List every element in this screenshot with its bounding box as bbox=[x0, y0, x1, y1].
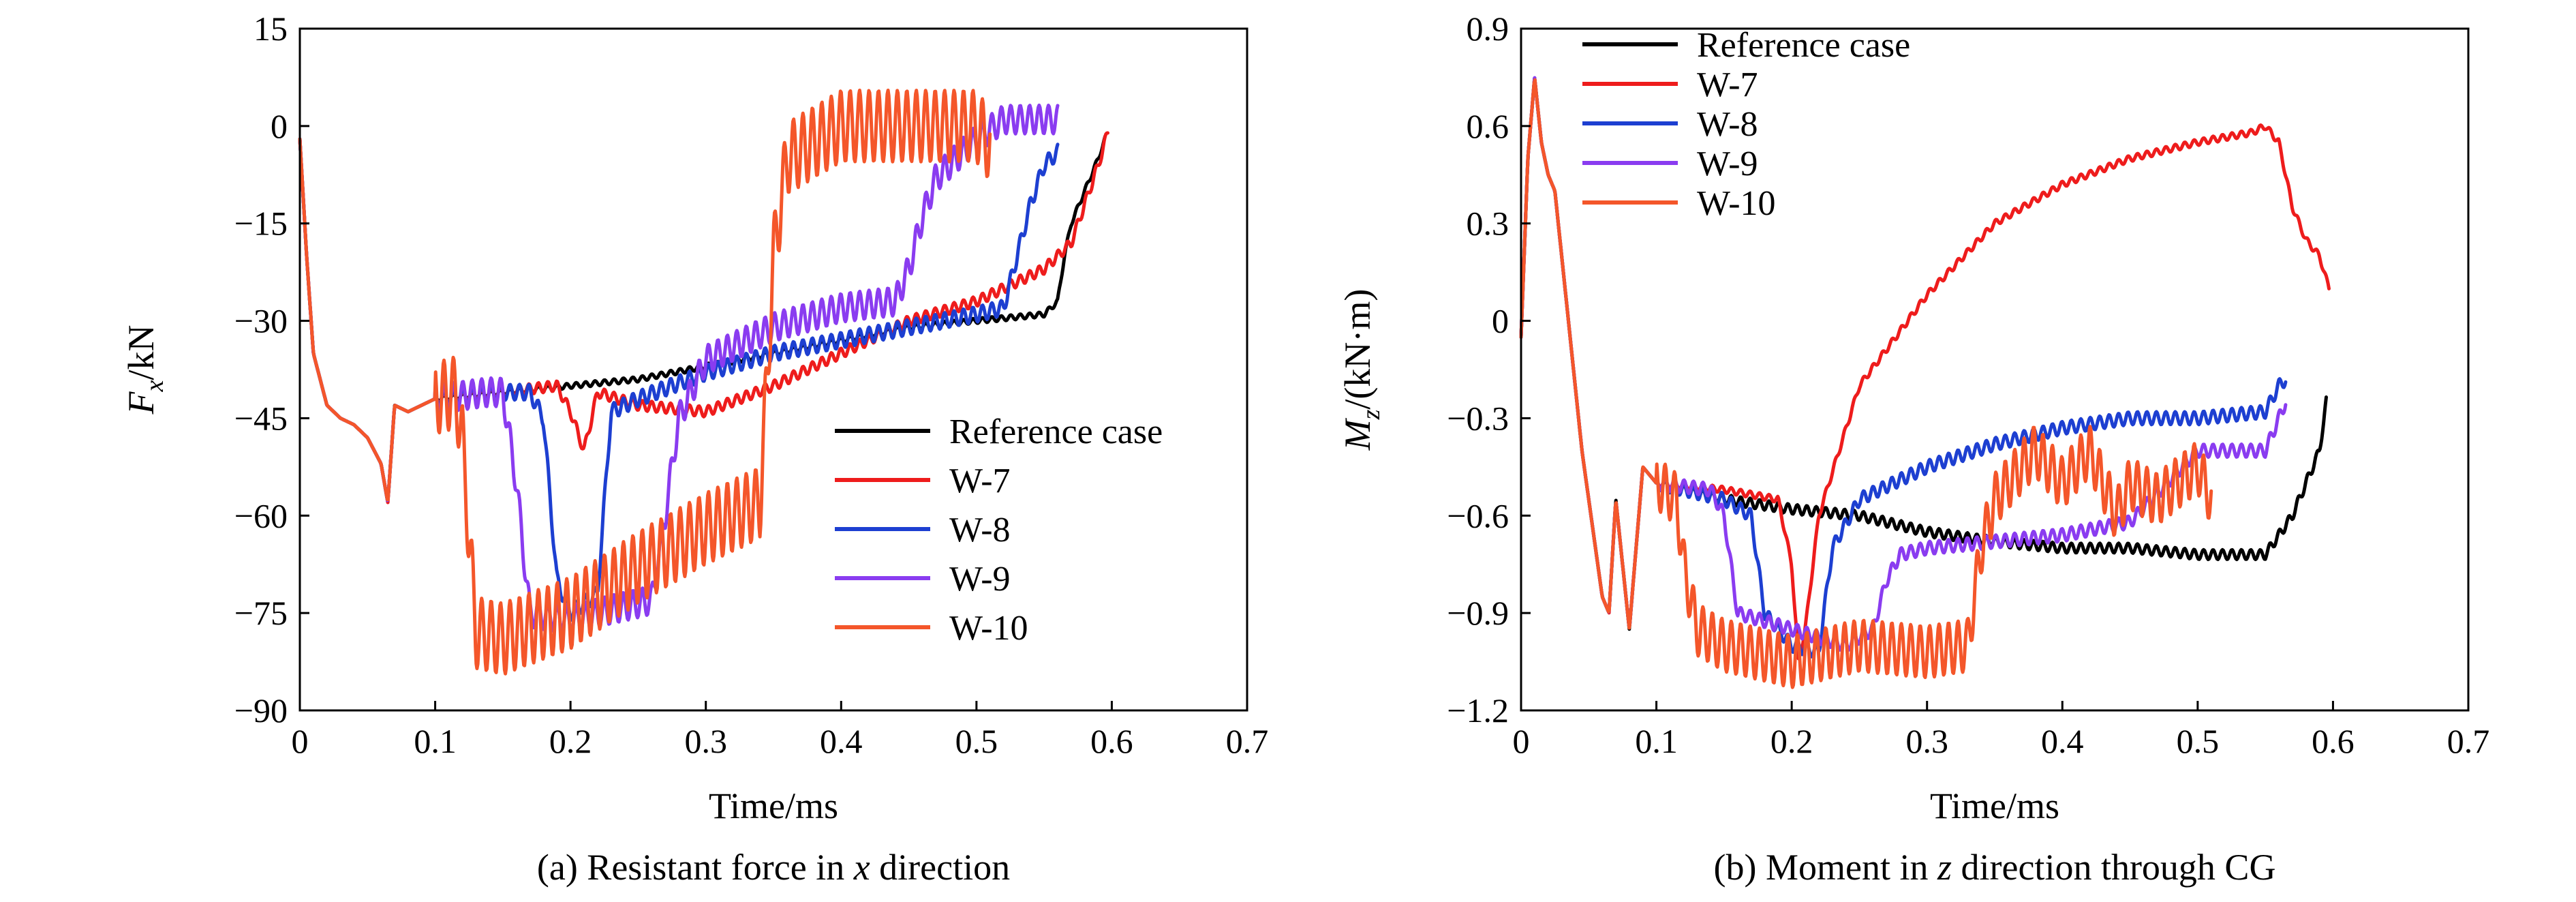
caption-a: (a) Resistant force in x direction bbox=[537, 847, 1010, 888]
caption-a-prefix: (a) Resistant force in bbox=[537, 847, 854, 888]
y-axis-label-unit: /(kN·m) bbox=[1337, 289, 1378, 410]
y-axis-label: Mz/(kN·m) bbox=[1337, 289, 1385, 451]
x-tick-label: 0.6 bbox=[1090, 722, 1133, 760]
y-tick-label: −75 bbox=[234, 594, 288, 632]
x-tick-label: 0 bbox=[292, 722, 309, 760]
plot-frame bbox=[298, 27, 1248, 712]
y-tick-label: −90 bbox=[234, 691, 288, 730]
plot-frame bbox=[1520, 27, 2470, 712]
x-tick-label: 0.1 bbox=[1635, 722, 1678, 760]
x-axis-label: Time/ms bbox=[709, 785, 838, 826]
ticks-layer: 0 0.1 0.2 0.3 0.4 0.5 0.6 0.7 0.9 0.6 0.3 0 −0.3 −0.6… bbox=[1447, 10, 2489, 760]
y-axis-label-sub: z bbox=[1357, 409, 1385, 420]
chart-panel-force: 0 0.1 0.2 0.3 0.4 0.5 0.6 0.7 15 0 −15 −30 −45 −60 −75… bbox=[121, 10, 1268, 888]
x-tick-label: 0 bbox=[1513, 722, 1530, 760]
legend-label-w-8: W-8 bbox=[1697, 105, 1758, 144]
y-tick-label: −15 bbox=[234, 205, 288, 243]
legend: Reference case W-7 W-8 W-9 W-10 bbox=[835, 412, 1163, 648]
y-axis-label-sub: x bbox=[140, 380, 169, 392]
caption-b-suffix: direction through CG bbox=[1952, 847, 2275, 888]
y-axis-label-unit: /kN bbox=[121, 325, 162, 380]
y-tick-label: 15 bbox=[254, 10, 288, 48]
caption-b: (b) Moment in z direction through CG bbox=[1714, 847, 2276, 888]
y-tick-label: 0.3 bbox=[1467, 205, 1509, 243]
legend-label-w-10: W-10 bbox=[949, 609, 1028, 648]
series-layer bbox=[298, 89, 1109, 676]
x-tick-label: 0.3 bbox=[1905, 722, 1948, 760]
x-tick-label: 0.2 bbox=[1770, 722, 1813, 760]
legend-label-w-7: W-7 bbox=[949, 462, 1011, 500]
y-tick-label: −0.9 bbox=[1447, 594, 1509, 632]
x-tick-label: 0.3 bbox=[684, 722, 727, 760]
series-line-w-10 bbox=[298, 89, 992, 676]
x-tick-label: 0.7 bbox=[1226, 722, 1269, 760]
x-tick-label: 0.7 bbox=[2447, 722, 2490, 760]
x-tick-label: 0.2 bbox=[549, 722, 592, 760]
x-tick-label: 0.5 bbox=[955, 722, 998, 760]
y-axis-label-main: F bbox=[121, 391, 162, 415]
y-tick-label: −30 bbox=[234, 302, 288, 340]
y-axis-label-main: M bbox=[1337, 417, 1378, 451]
y-tick-label: −1.2 bbox=[1447, 691, 1509, 730]
y-tick-label: 0.6 bbox=[1467, 107, 1509, 145]
caption-a-suffix: direction bbox=[870, 847, 1010, 888]
y-tick-label: −0.6 bbox=[1447, 496, 1509, 535]
legend-label-w-7: W-7 bbox=[1697, 65, 1758, 104]
ticks-layer: 0 0.1 0.2 0.3 0.4 0.5 0.6 0.7 15 0 −15 −30 −45 −60 −75… bbox=[234, 10, 1268, 760]
legend-label-reference-case: Reference case bbox=[949, 412, 1163, 451]
caption-a-var: x bbox=[853, 847, 870, 888]
y-axis-label: Fx/kN bbox=[121, 325, 169, 415]
x-tick-label: 0.4 bbox=[820, 722, 863, 760]
y-tick-label: −60 bbox=[234, 496, 288, 535]
chart-panel-moment: 0 0.1 0.2 0.3 0.4 0.5 0.6 0.7 0.9 0.6 0.3 0 −0.3 −0.6… bbox=[1337, 10, 2489, 888]
legend-label-reference-case: Reference case bbox=[1697, 26, 1910, 65]
caption-b-var: z bbox=[1937, 847, 1952, 888]
x-tick-label: 0.6 bbox=[2312, 722, 2355, 760]
series-layer bbox=[1519, 76, 2331, 689]
y-tick-label: 0.9 bbox=[1467, 10, 1509, 48]
x-tick-label: 0.4 bbox=[2041, 722, 2084, 760]
series-line-w-10 bbox=[1519, 78, 2213, 689]
legend-label-w-8: W-8 bbox=[949, 511, 1011, 550]
y-tick-label: −45 bbox=[234, 399, 288, 437]
legend-label-w-9: W-9 bbox=[949, 560, 1011, 599]
y-tick-label: 0 bbox=[271, 107, 288, 145]
x-tick-label: 0.1 bbox=[414, 722, 457, 760]
x-tick-label: 0.5 bbox=[2177, 722, 2220, 760]
y-tick-label: −0.3 bbox=[1447, 399, 1509, 437]
x-axis-label: Time/ms bbox=[1930, 785, 2059, 826]
caption-b-prefix: (b) Moment in bbox=[1714, 847, 1937, 888]
y-tick-label: 0 bbox=[1492, 302, 1509, 340]
legend-label-w-10: W-10 bbox=[1697, 184, 1776, 223]
legend-label-w-9: W-9 bbox=[1697, 145, 1758, 183]
